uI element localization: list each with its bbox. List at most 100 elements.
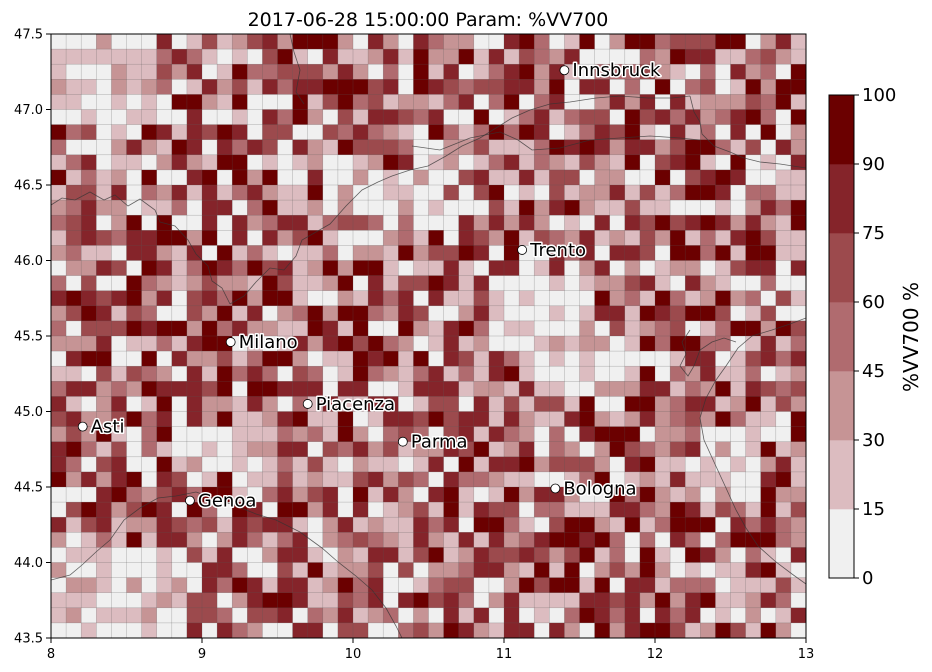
- heatmap-cell: [111, 336, 127, 352]
- heatmap-cell: [217, 577, 233, 593]
- heatmap-cell: [534, 547, 550, 563]
- heatmap-cell: [96, 215, 112, 231]
- heatmap-cell: [775, 139, 792, 156]
- heatmap-cell: [443, 185, 459, 201]
- heatmap-cell: [277, 49, 293, 65]
- heatmap-cell: [609, 441, 626, 458]
- heatmap-cell: [579, 471, 595, 488]
- heatmap-cell: [609, 547, 626, 563]
- heatmap-cell: [292, 154, 308, 171]
- heatmap-cell: [428, 200, 444, 216]
- heatmap-cell: [277, 275, 293, 291]
- heatmap-cell: [428, 64, 444, 80]
- heatmap-cell: [685, 260, 701, 276]
- heatmap-cell: [594, 215, 610, 231]
- heatmap-cell: [51, 215, 67, 231]
- heatmap-cell: [413, 305, 429, 322]
- heatmap-cell: [156, 94, 173, 110]
- heatmap-cell: [579, 381, 595, 397]
- heatmap-cell: [775, 532, 792, 548]
- heatmap-cell: [655, 577, 671, 593]
- heatmap-cell: [66, 381, 82, 397]
- x-tick-label: 8: [47, 647, 55, 662]
- heatmap-cell: [488, 185, 505, 201]
- heatmap-cell: [322, 441, 339, 458]
- heatmap-cell: [126, 94, 142, 110]
- heatmap-cell: [322, 34, 339, 50]
- heatmap-cell: [126, 320, 142, 337]
- heatmap-cell: [443, 200, 459, 216]
- heatmap-cell: [504, 169, 520, 186]
- heatmap-cell: [488, 200, 505, 216]
- heatmap-cell: [428, 532, 444, 548]
- heatmap-cell: [186, 320, 203, 337]
- heatmap-cell: [473, 230, 490, 246]
- heatmap-cell: [353, 79, 369, 95]
- heatmap-cell: [66, 396, 82, 412]
- heatmap-cell: [428, 517, 444, 533]
- heatmap-cell: [730, 366, 746, 382]
- heatmap-cell: [96, 607, 112, 624]
- heatmap-cell: [655, 94, 671, 110]
- colorbar-tick-label: 90: [862, 154, 885, 175]
- heatmap-cell: [413, 336, 429, 352]
- heatmap-cell: [277, 381, 293, 397]
- heatmap-cell: [96, 622, 112, 638]
- heatmap-cell: [655, 275, 671, 291]
- heatmap-cell: [458, 169, 475, 186]
- heatmap-cell: [488, 396, 505, 412]
- heatmap-cell: [126, 471, 142, 488]
- heatmap-cell: [760, 456, 777, 473]
- heatmap-cell: [428, 592, 444, 609]
- heatmap-cell: [624, 456, 641, 473]
- heatmap-cell: [594, 64, 610, 80]
- heatmap-cell: [534, 366, 550, 382]
- heatmap-cell: [51, 592, 67, 609]
- heatmap-cell: [458, 79, 475, 95]
- heatmap-cell: [790, 94, 806, 110]
- heatmap-cell: [624, 441, 641, 458]
- heatmap-cell: [715, 592, 731, 609]
- heatmap-cell: [96, 154, 112, 171]
- heatmap-cell: [171, 411, 188, 427]
- heatmap-cell: [96, 34, 112, 50]
- heatmap-cell: [549, 396, 565, 412]
- heatmap-cell: [368, 109, 384, 125]
- heatmap-cell: [232, 200, 248, 216]
- heatmap-cell: [715, 124, 731, 140]
- heatmap-cell: [670, 154, 686, 171]
- heatmap-cell: [760, 79, 777, 95]
- heatmap-cell: [353, 592, 369, 609]
- heatmap-cell: [156, 275, 173, 291]
- heatmap-cell: [156, 79, 173, 95]
- heatmap-cell: [534, 411, 550, 427]
- heatmap-cell: [81, 139, 97, 156]
- heatmap-cell: [745, 411, 761, 427]
- heatmap-cell: [488, 622, 505, 638]
- heatmap-cell: [594, 502, 610, 518]
- heatmap-cell: [96, 426, 112, 442]
- heatmap-cell: [337, 622, 354, 638]
- heatmap-cell: [66, 245, 82, 261]
- heatmap-cell: [549, 169, 565, 186]
- heatmap-cell: [519, 517, 535, 533]
- heatmap-cell: [549, 366, 565, 382]
- heatmap-cell: [655, 169, 671, 186]
- heatmap-cell: [775, 607, 792, 624]
- heatmap-cell: [504, 290, 520, 307]
- heatmap-cell: [262, 275, 278, 291]
- heatmap-cell: [202, 154, 218, 171]
- heatmap-cell: [488, 169, 505, 186]
- heatmap-cell: [368, 607, 384, 624]
- heatmap-cell: [51, 426, 67, 442]
- heatmap-cell: [715, 320, 731, 337]
- heatmap-cell: [353, 94, 369, 110]
- heatmap-cell: [111, 396, 127, 412]
- heatmap-cell: [217, 471, 233, 488]
- heatmap-cell: [700, 94, 716, 110]
- heatmap-cell: [398, 336, 414, 352]
- heatmap-cell: [217, 109, 233, 125]
- heatmap-cell: [519, 336, 535, 352]
- heatmap-cell: [473, 79, 490, 95]
- heatmap-cell: [760, 124, 777, 140]
